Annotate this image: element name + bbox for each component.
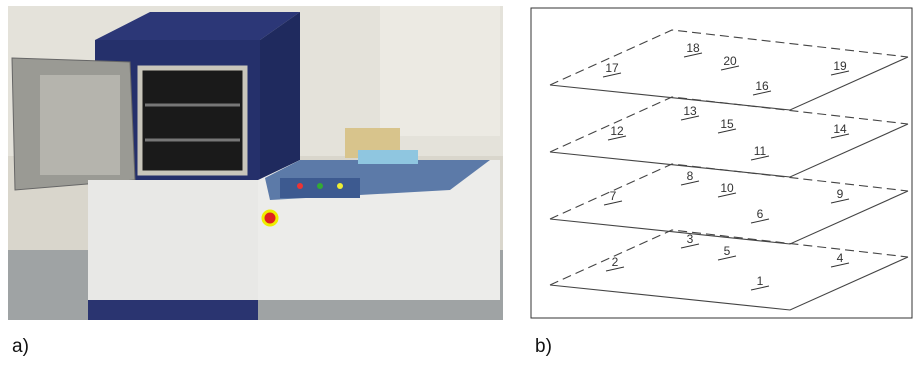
point-label: 16 [755, 79, 769, 93]
point-label: 1 [757, 274, 764, 288]
point-label: 19 [833, 59, 847, 73]
point-label: 15 [720, 117, 734, 131]
figure: 1234567891011121314151617181920 a) b) [0, 0, 920, 363]
point-label: 17 [605, 61, 619, 75]
point-label: 5 [724, 244, 731, 258]
point-label: 11 [754, 144, 767, 158]
photo [8, 6, 503, 320]
point-label: 2 [612, 255, 619, 269]
panel-label: b) [535, 336, 552, 357]
point-label: 7 [610, 189, 617, 203]
point-label: 4 [837, 251, 844, 265]
point-label: 3 [687, 232, 694, 246]
point-label: 14 [833, 122, 847, 136]
panel-label: a) [12, 336, 29, 357]
point-label: 20 [723, 54, 737, 68]
diagram-frame [531, 8, 912, 318]
point-label: 9 [837, 187, 844, 201]
point-label: 6 [757, 207, 764, 221]
point-label: 10 [720, 181, 734, 195]
point-label: 12 [610, 124, 624, 138]
point-label: 8 [687, 169, 694, 183]
point-label: 13 [683, 104, 697, 118]
point-label: 18 [686, 41, 700, 55]
